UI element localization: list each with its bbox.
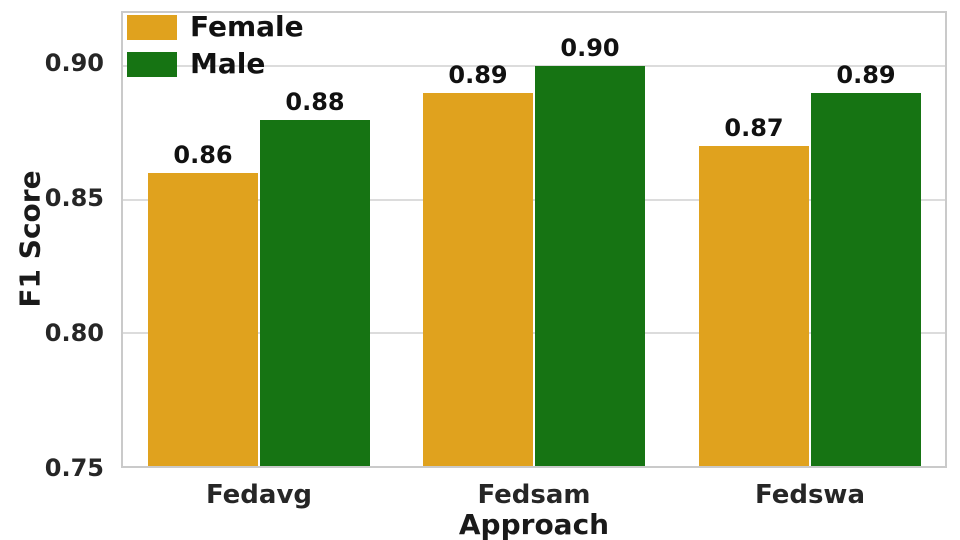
gridline-0.85 <box>123 198 945 201</box>
bar-value-label-female-fedswa: 0.87 <box>724 114 784 143</box>
bar-male-fedswa <box>811 92 921 466</box>
legend-item-female: Female <box>127 13 304 41</box>
bar-value-label-male-fedswa: 0.89 <box>836 60 896 89</box>
bar-female-fedsam <box>423 92 533 466</box>
bar-male-fedavg <box>260 119 370 466</box>
bar-value-label-male-fedsam: 0.90 <box>560 34 620 63</box>
y-tick-label-0.80: 0.80 <box>44 319 104 347</box>
gridline-0.80 <box>123 331 945 334</box>
bar-female-fedavg <box>148 172 258 466</box>
bar-female-fedswa <box>699 146 809 466</box>
x-tick-label-fedavg: Fedavg <box>205 480 313 510</box>
y-tick-label-0.90: 0.90 <box>44 49 104 77</box>
y-tick-label-0.75: 0.75 <box>44 454 104 482</box>
legend: Female Male <box>127 13 304 78</box>
bar-value-label-female-fedavg: 0.86 <box>173 140 233 169</box>
legend-swatch-male <box>127 51 177 77</box>
bar-value-label-female-fedsam: 0.89 <box>448 60 508 89</box>
x-tick-label-fedswa: Fedswa <box>755 480 865 510</box>
x-tick-label-fedsam: Fedsam <box>477 480 591 510</box>
y-tick-label-0.85: 0.85 <box>44 184 104 212</box>
bar-value-label-male-fedavg: 0.88 <box>285 87 345 116</box>
legend-label-male: Male <box>190 47 266 80</box>
gridline-0.90 <box>123 65 945 68</box>
x-axis-title: Approach <box>458 508 610 540</box>
bar-male-fedsam <box>535 66 645 466</box>
legend-item-male: Male <box>127 50 304 78</box>
legend-label-female: Female <box>190 10 304 43</box>
plot-area: 0.86 0.88 0.89 0.90 0.87 0.89 Female Mal… <box>121 11 947 468</box>
legend-swatch-female <box>127 14 177 40</box>
